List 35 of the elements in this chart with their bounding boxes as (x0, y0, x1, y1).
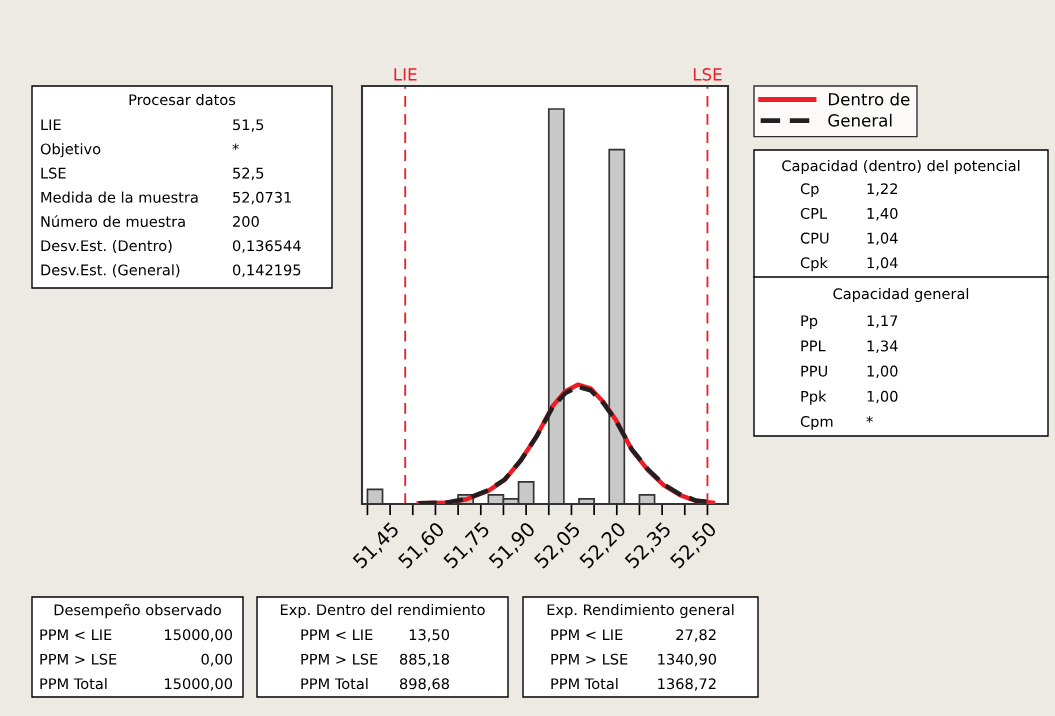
text: PPM Total 1368,72 (551, 677, 716, 691)
text: PPM > LSE 1340,90 (551, 653, 717, 667)
ref-line-label: LSE (693, 68, 722, 81)
text: Medida de la muestra 52,0731 (41, 191, 291, 205)
ref-line-label: LIE (394, 68, 417, 81)
text: Objetivo * (40, 143, 239, 158)
text: Exp. Dentro del rendimiento (280, 603, 485, 619)
text: Desempeño observado (54, 603, 221, 619)
text: PPM > LSE 885,18 (301, 653, 449, 667)
text: LSE 52,5 (41, 167, 264, 181)
text: PPL 1,34 (801, 340, 898, 353)
text: Exp. Rendimiento general (547, 603, 734, 619)
text: Procesar datos (129, 93, 236, 106)
text: Desv.Est. (General) 0,142195 (41, 264, 301, 278)
text: Ppk 1,00 (801, 390, 898, 405)
text: Desv.Est. (Dentro) 0,136544 (41, 239, 301, 253)
text: CPU 1,04 (800, 232, 898, 246)
text: Pp 1,17 (801, 315, 898, 330)
text: LIE 51,5 (41, 119, 264, 132)
text: PPU 1,00 (801, 365, 898, 379)
text: PPM < LIE 15000,00 (40, 629, 233, 642)
text: Capacidad (dentro) del potencial (782, 159, 1020, 175)
text: PPM < LIE 27,82 (551, 629, 716, 642)
text: CPL 1,40 (800, 207, 898, 221)
legend-label: General (828, 113, 892, 127)
text: Cp 1,22 (800, 183, 898, 198)
text: PPM Total 898,68 (301, 677, 449, 691)
text: Capacidad general (833, 287, 969, 303)
text: Cpm * (800, 416, 873, 430)
text: PPM < LIE 13,50 (301, 629, 450, 642)
text: PPM > LSE 0,00 (40, 653, 233, 667)
text: Cpk 1,04 (800, 257, 898, 272)
legend-label: Dentro de (828, 92, 910, 106)
text: PPM Total 15000,00 (40, 677, 233, 691)
text: Número de muestra 200 (41, 215, 259, 228)
